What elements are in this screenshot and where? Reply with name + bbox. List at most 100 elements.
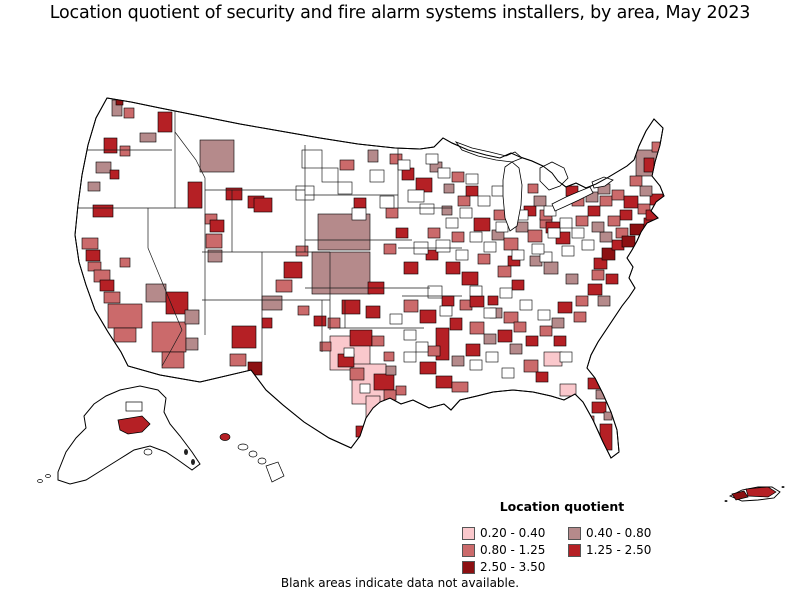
map-title: Location quotient of security and fire a… [49, 3, 751, 23]
map-area [445, 261, 461, 275]
map-area [395, 227, 409, 239]
map-area [543, 351, 563, 367]
map-area [145, 283, 167, 303]
map-area [379, 195, 395, 209]
map-area [629, 223, 645, 236]
map-area [599, 195, 613, 207]
map-area [87, 261, 102, 272]
map-area [441, 205, 453, 216]
map-legend: Location quotient 0.20 - 0.40 0.40 - 0.8… [462, 499, 662, 574]
alaska-anchorage-area [117, 415, 151, 435]
map-area [469, 321, 485, 335]
map-area [247, 361, 263, 376]
kodiak-island [143, 448, 153, 456]
map-area [461, 271, 479, 286]
map-area [487, 295, 499, 306]
map-area [639, 185, 653, 197]
map-area [603, 411, 613, 421]
map-area [551, 317, 565, 329]
alaska-fairbanks-area [125, 401, 143, 412]
map-area [587, 283, 603, 296]
map-area [509, 343, 523, 355]
map-area [539, 251, 553, 263]
hawaii-island [257, 457, 267, 465]
map-area [605, 273, 619, 285]
map-area [457, 195, 471, 207]
map-area [575, 295, 589, 307]
map-area [187, 181, 203, 209]
map-area [389, 313, 403, 325]
map-area [523, 359, 539, 373]
map-area [611, 189, 625, 201]
map-area [103, 291, 121, 304]
lake-ontario [591, 176, 614, 189]
map-area [99, 279, 115, 292]
hawaii [219, 433, 285, 483]
lake-erie [551, 186, 594, 212]
map-area [459, 207, 473, 219]
map-area [184, 309, 200, 325]
map-area [513, 321, 527, 333]
map-area [621, 235, 636, 248]
map-area [403, 329, 417, 341]
map-area [559, 217, 573, 229]
map-area [85, 249, 101, 262]
map-area [571, 227, 585, 239]
puerto-rico-area-dark [731, 490, 749, 501]
alaska-outline [57, 385, 201, 485]
map-area [451, 381, 469, 393]
map-area [427, 227, 441, 239]
map-area [623, 195, 639, 209]
legend-item: 0.20 - 0.40 [462, 526, 568, 540]
legend-swatch-1-25-2-50 [568, 543, 581, 557]
map-area [449, 317, 463, 331]
map-area [491, 185, 505, 197]
map-area [359, 383, 371, 394]
map-area [531, 243, 545, 255]
map-area [565, 273, 579, 285]
map-area [451, 355, 465, 367]
map-area [469, 231, 483, 243]
map-area [557, 301, 573, 314]
map-area [485, 351, 499, 363]
map-area [103, 137, 118, 154]
map-area [407, 189, 425, 203]
map-area [547, 227, 561, 239]
map-area [351, 207, 367, 221]
map-area [427, 285, 443, 299]
map-area [497, 265, 512, 278]
map-area [367, 149, 379, 163]
map-area [599, 231, 613, 243]
state-borders [76, 104, 462, 367]
map-area [543, 205, 557, 217]
hawaii-island [237, 443, 249, 451]
legend-label: 1.25 - 2.50 [586, 543, 652, 557]
map-area [157, 111, 173, 133]
map-area [561, 245, 575, 257]
map-area [385, 207, 399, 219]
map-area [599, 423, 613, 451]
map-area [275, 279, 293, 293]
map-area [353, 197, 367, 209]
map-area [107, 303, 143, 329]
map-area [593, 257, 608, 270]
map-area [115, 98, 124, 106]
legend-item: 0.40 - 0.80 [568, 526, 668, 540]
map-area [261, 317, 273, 329]
puerto-rico-speck [781, 486, 785, 488]
map-area [419, 361, 437, 375]
map-area [185, 337, 199, 351]
map-area [311, 251, 371, 295]
legend-swatch-0-80-1-25 [462, 543, 475, 557]
map-area [469, 285, 483, 297]
map-area [483, 307, 497, 319]
map-area [483, 241, 497, 253]
map-area [455, 249, 469, 261]
map-area [587, 205, 601, 217]
map-area [205, 233, 223, 249]
map-area [199, 139, 235, 173]
legend-item: 2.50 - 3.50 [462, 560, 568, 574]
se-alaska-speck [191, 459, 195, 465]
map-area [119, 145, 131, 157]
